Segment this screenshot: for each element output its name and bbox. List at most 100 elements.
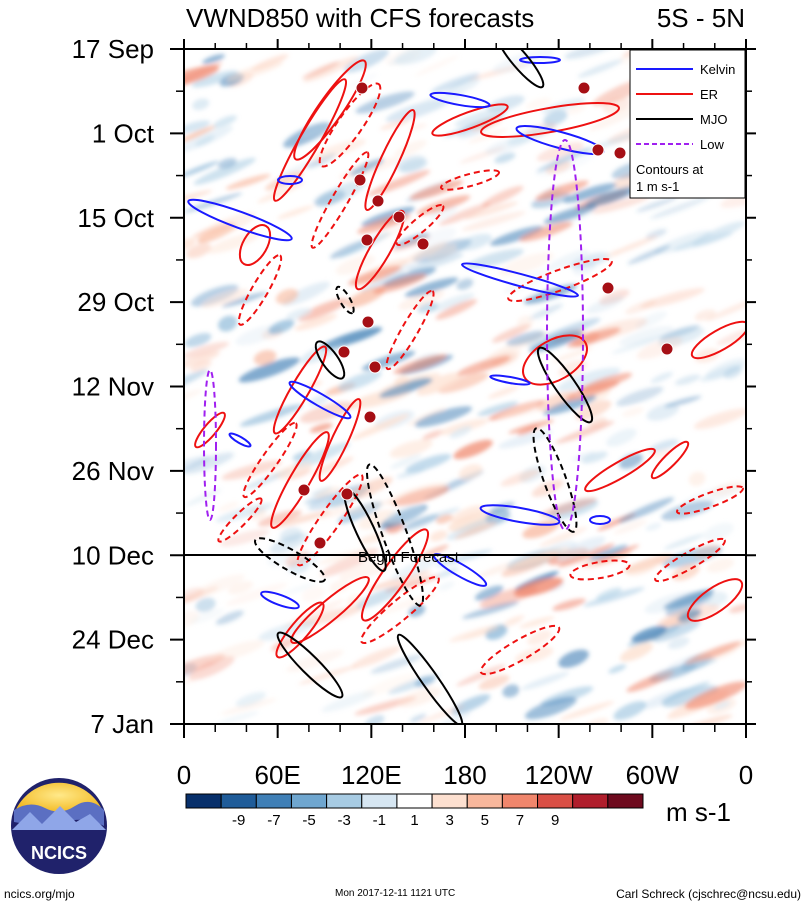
anomaly-blob [292,450,312,461]
anomaly-blob [339,558,397,581]
anomaly-blob [449,625,499,642]
er-contour [318,398,362,482]
anomaly-blob [604,249,622,259]
anomaly-blob [710,481,746,497]
anomaly-blob [408,604,426,617]
anomaly-blob [273,510,332,528]
anomaly-blob [470,117,503,131]
anomaly-band [563,183,617,203]
mjo-contour [495,49,545,89]
kelvin-contour [288,380,352,420]
anomaly-blob [356,587,400,609]
anomaly-blob [398,158,428,174]
anomaly-blob [235,691,266,707]
anomaly-blob [618,326,675,346]
cyclone-marker [591,143,605,157]
anomaly-blob [388,53,415,66]
anomaly-blob [278,462,313,480]
legend-label-kelvin: Kelvin [700,62,735,77]
anomaly-blob [569,252,611,269]
anomaly-blob [640,288,705,309]
low-contour [203,369,217,521]
anomaly-blob [465,248,524,269]
anomaly-blob [184,160,219,179]
anomaly-band [543,395,597,416]
kelvin-contour [589,515,611,525]
anomaly-blob [588,417,608,428]
colorbar-label: 9 [551,812,559,829]
x-tick-label: 0 [739,760,753,790]
anomaly-blob [292,442,351,469]
anomaly-blob [389,439,433,458]
kelvin-contour [461,262,579,298]
y-tick-label: 15 Oct [77,203,154,233]
er-contour-dashed [237,254,283,326]
anomaly-blob [648,439,679,453]
anomaly-band [543,204,598,225]
anomaly-blob [360,271,406,293]
anomaly-blob [225,174,271,190]
anomaly-blob [409,713,427,723]
anomaly-blob [390,454,422,469]
anomaly-blob [430,73,480,94]
anomaly-blob [608,664,627,674]
anomaly-blob [575,400,612,421]
anomaly-blob [303,56,359,83]
anomaly-blob [461,211,526,231]
anomaly-blob [218,501,239,513]
anomaly-blob [543,110,568,126]
anomaly-blob [195,597,216,613]
legend-label-er: ER [700,87,718,102]
anomaly-blob [253,349,277,366]
er-contour [290,575,370,645]
er-contour-dashed [296,473,364,567]
anomaly-blob [364,715,385,724]
anomaly-blob [531,479,564,497]
anomaly-blob [667,637,690,649]
anomaly-blob [498,429,553,449]
anomaly-blob [220,698,277,716]
anomaly-blob [662,685,719,708]
anomaly-blob [664,395,702,408]
anomaly-blob [652,620,701,642]
anomaly-blob [184,238,197,251]
anomaly-blob [215,503,274,523]
er-contour-dashed [479,624,561,676]
anomaly-blob [435,514,453,524]
er-contour [584,447,656,493]
anomaly-blob [527,630,552,646]
anomaly-blob [714,701,731,710]
anomaly-band [393,354,447,375]
footer-timestamp: Mon 2017-12-11 1121 UTC [335,888,456,899]
x-tick-label: 60W [626,760,680,790]
kelvin-contour [429,91,491,109]
colorbar-swatch [185,793,222,809]
er-contour [270,431,330,529]
anomaly-blob [585,295,624,314]
colorbar-label: -3 [338,812,351,829]
anomaly-blob [193,157,256,185]
anomaly-blob [221,460,282,480]
er-contour [354,209,406,291]
colorbar-swatch [466,793,503,809]
anomaly-blob [619,642,653,662]
anomaly-blob [215,711,260,724]
anomaly-blob [567,103,587,115]
er-contour-dashed [507,257,613,303]
anomaly-blob [544,317,601,341]
er-contour [275,601,325,659]
anomaly-blob [462,601,519,619]
x-tick-label: 180 [443,760,486,790]
anomaly-blob [238,357,300,383]
anomaly-blob [348,73,378,88]
anomaly-blob [184,341,230,359]
anomaly-blob [500,469,541,487]
y-tick-label: 17 Sep [72,34,154,64]
anomaly-blob [610,235,658,256]
anomaly-blob [545,160,572,175]
anomaly-blob [547,249,590,271]
colorbar-unit: m s-1 [666,797,731,827]
anomaly-blob [636,196,678,213]
anomaly-blob [405,453,452,473]
anomaly-blob [184,61,223,91]
